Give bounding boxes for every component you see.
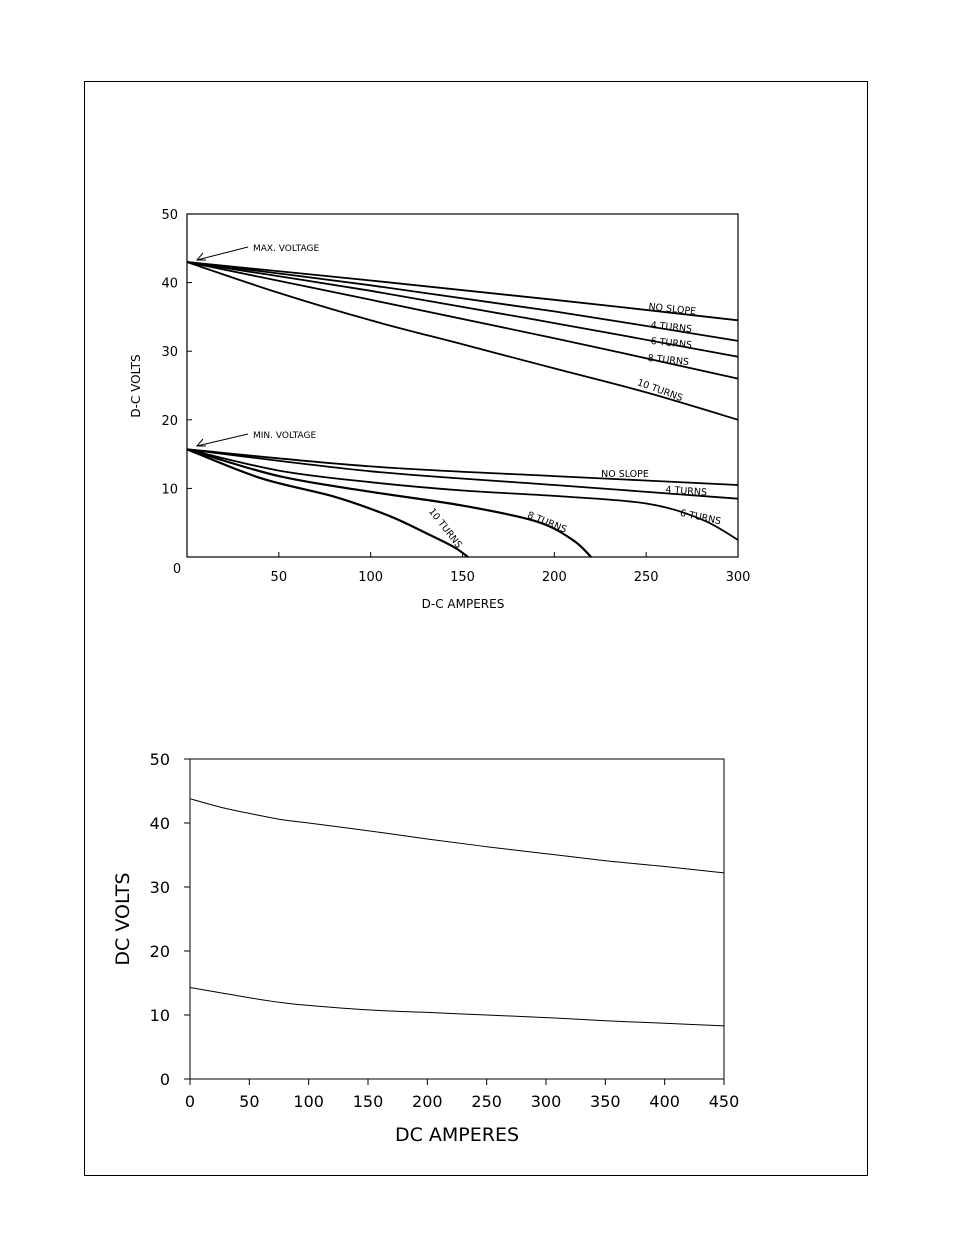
chart-2-y-tick-label: 0 [160,1070,170,1089]
chart-1-y-tick-label: 10 [161,482,178,497]
chart-2-x-tick-label: 50 [239,1092,259,1111]
chart-2-x-tick-label: 0 [185,1092,195,1111]
chart-1-series-label: 6 TURNS [679,508,722,527]
chart-2-x-tick-label: 400 [649,1092,680,1111]
chart-1-x-tick-label: 200 [542,570,567,585]
chart-1-series-line-min-8-turns [186,448,592,558]
min-voltage-arrow-head [195,438,206,447]
chart-2-y-tick-label: 30 [150,878,170,897]
chart-1-y-axis-label: D-C VOLTS [129,354,143,417]
chart-2-upper-curve [189,798,725,874]
chart-2-x-tick-label: 100 [293,1092,324,1111]
chart-2-y-tick-label: 40 [150,814,170,833]
chart-1-y-tick-label: 40 [161,277,178,292]
chart-1-x-axis-label: D-C AMPERES [422,597,505,611]
chart-1-series-label: NO SLOPE [648,302,697,318]
chart-1-x-tick-label: 300 [726,570,751,585]
chart-1-x-tick-label: 0 [173,562,181,577]
chart-1-x-tick-label: 100 [358,570,383,585]
chart-1-series-label: NO SLOPE [601,469,649,480]
chart-2-x-tick-label: 250 [471,1092,502,1111]
chart-1-series-line-min-6-turns [186,448,739,541]
chart-1-series-line-min-4-turns [186,448,739,500]
chart-2-x-tick-label: 150 [353,1092,384,1111]
chart-1-y-tick-label: 30 [161,345,178,360]
chart-1-x-tick-label: 250 [634,570,659,585]
chart-1-series-line-max-6-turns [186,261,739,358]
chart-1-series-label: 4 TURNS [650,320,692,335]
chart-1-series-label: 4 TURNS [665,485,707,499]
chart-2-y-tick-label: 20 [150,942,170,961]
chart-1-series-label: 10 TURNS [426,506,464,550]
chart-2-x-tick-label: 300 [531,1092,562,1111]
min-voltage-annotation: MIN. VOLTAGE [253,431,317,441]
chart-1-series-line-max-10-turns [186,261,739,421]
chart-1: 50 40 30 20 10 0 50 100 150 200 250 300 NO SLOPE 4 … [129,208,750,611]
max-voltage-annotation: MAX. VOLTAGE [253,244,319,254]
page-frame [84,81,868,1176]
chart-2-x-tick-label: 350 [590,1092,621,1111]
max-voltage-arrow-shaft [196,246,249,261]
max-voltage-arrow-head [195,252,206,261]
chart-1-x-tick-label: 150 [450,570,475,585]
chart-1-series-line-max-4-turns [186,261,739,342]
chart-2-x-axis-label: DC AMPERES [395,1124,519,1146]
chart-1-series-line-min-10-turns [186,448,469,558]
chart-1-y-tick-label: 50 [161,208,178,223]
chart-1-series-label: 8 TURNS [526,510,569,536]
chart-2-y-tick-label: 50 [150,750,170,769]
min-voltage-arrow-shaft [196,433,249,447]
chart-2-y-tick-label: 10 [150,1006,170,1025]
chart-1-series-line-min-no-slope [186,448,739,486]
chart-2-y-axis-label: DC VOLTS [112,872,134,965]
chart-2-x-tick-label: 450 [709,1092,740,1111]
chart-1-y-tick-label: 20 [161,414,178,429]
chart-1-series-label: 8 TURNS [647,353,689,368]
chart-1-series-label: 6 TURNS [650,336,692,351]
chart-1-x-tick-label: 50 [271,570,288,585]
chart-2-x-tick-label: 200 [412,1092,443,1111]
chart-1-series-line-max-no-slope [186,261,739,322]
chart-2-plot-area [189,758,725,1080]
chart-2-lower-curve [189,987,725,1027]
chart-1-series-line-max-8-turns [186,261,739,380]
